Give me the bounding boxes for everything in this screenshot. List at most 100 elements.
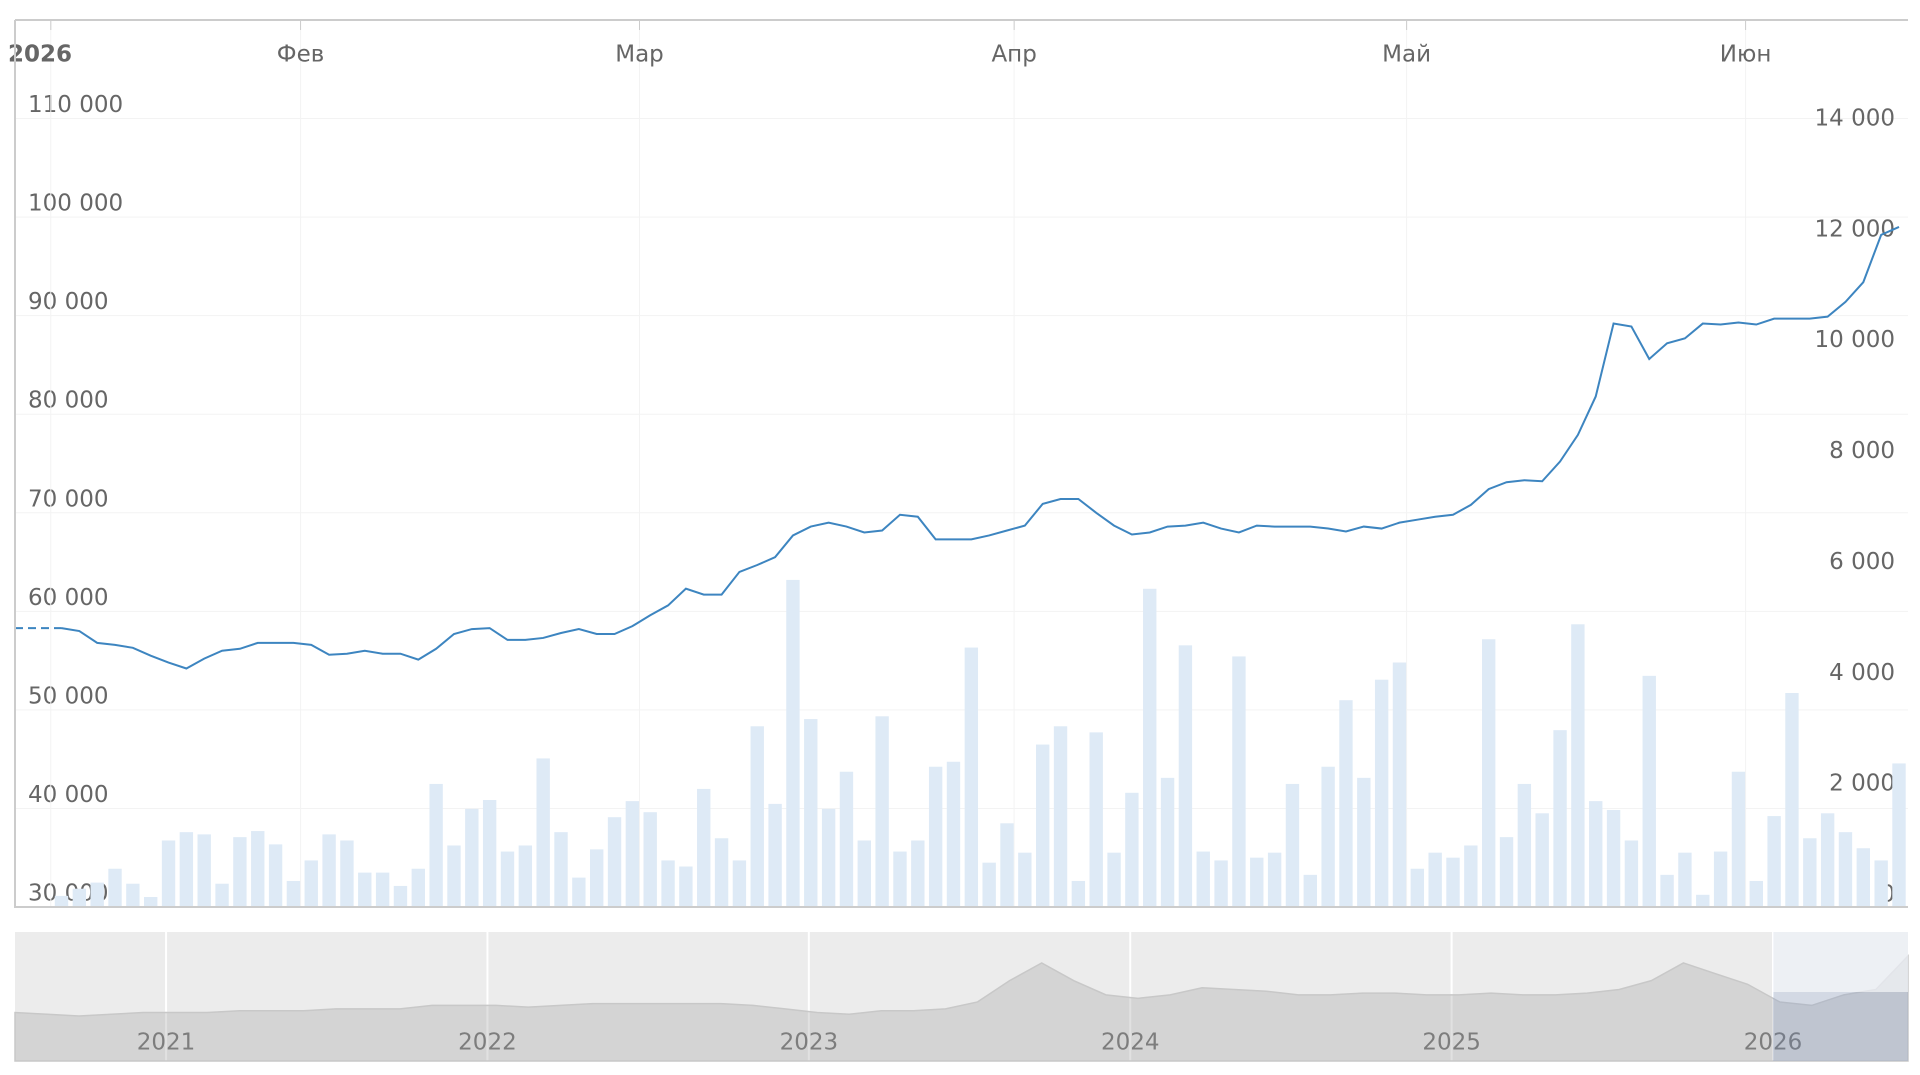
price-line (61, 226, 1900, 670)
y2-tick-label: 14 000 (1815, 105, 1895, 131)
volume-bar (108, 868, 122, 907)
volume-bar (1606, 809, 1621, 907)
volume-bar (1785, 693, 1799, 907)
volume-bar (1535, 813, 1549, 907)
volume-bar (1196, 851, 1210, 907)
volume-bar (857, 840, 871, 907)
volume-bar (536, 758, 550, 907)
y2-tick-label: 8 000 (1829, 438, 1895, 464)
volume-bar (1374, 679, 1389, 907)
x-tick-label: Июн (1720, 42, 1772, 68)
volume-bar (590, 849, 604, 907)
volume-bar (1143, 588, 1157, 907)
volume-bar (1018, 852, 1032, 907)
volume-bar (821, 808, 836, 907)
volume-bar (1160, 777, 1175, 907)
navigator-tick-label: 2026 (1744, 1030, 1803, 1056)
volume-bar (1392, 662, 1407, 907)
volume-bar (679, 866, 693, 907)
x-tick-label: Фев (277, 42, 325, 68)
navigator-selection-top (1773, 932, 1908, 992)
y-tick-label: 110 000 (28, 92, 123, 118)
volume-bar (1589, 801, 1603, 907)
volume-bar (215, 883, 229, 907)
volume-bar (1803, 838, 1817, 907)
volume-bar (286, 880, 301, 907)
y-tick-label: 50 000 (28, 683, 108, 709)
volume-bar (144, 897, 158, 907)
volume-bar (465, 808, 479, 907)
volume-bar (1499, 837, 1514, 907)
y2-tick-label: 12 000 (1815, 216, 1895, 242)
x-tick-label: Май (1382, 42, 1431, 68)
navigator-tick-label: 2021 (137, 1030, 196, 1056)
volume-bar (643, 812, 657, 907)
volume-bar (911, 840, 925, 907)
volume-bar (1035, 744, 1050, 907)
volume-bar (1339, 700, 1353, 907)
volume-bar (1571, 624, 1585, 907)
y2-tick-label: 10 000 (1815, 327, 1895, 353)
navigator-tick-label: 2023 (780, 1030, 839, 1056)
y-tick-label: 40 000 (28, 782, 108, 808)
volume-bar (447, 845, 461, 907)
volume-bar (72, 888, 87, 907)
volume-bar (1107, 852, 1121, 907)
volume-bar (1642, 675, 1656, 907)
volume-bar (697, 788, 711, 907)
volume-bar (1517, 783, 1532, 907)
navigator-tick-label: 2025 (1422, 1030, 1481, 1056)
volume-bar (268, 844, 283, 907)
volume-bar (482, 800, 497, 907)
volume-bar (1767, 816, 1781, 907)
y2-tick-label: 4 000 (1829, 660, 1895, 686)
volume-bar (1678, 852, 1692, 907)
volume-bar (1053, 726, 1068, 907)
volume-bar (358, 872, 372, 907)
volume-bar (1357, 777, 1371, 907)
volume-bar (1892, 763, 1906, 907)
volume-bar (839, 771, 854, 907)
navigator-background (15, 932, 1908, 1061)
volume-bar (875, 716, 889, 907)
volume-bar (982, 862, 996, 907)
volume-bar (1000, 823, 1014, 907)
volume-bar (411, 868, 425, 907)
volume-bar (928, 766, 943, 907)
y-tick-label: 80 000 (28, 388, 108, 414)
volume-bar (1731, 771, 1746, 907)
volume-bar (1321, 766, 1335, 907)
volume-bar (1089, 732, 1103, 907)
x-tick-label: Апр (991, 42, 1036, 68)
volume-bar (1232, 656, 1246, 907)
volume-bar (1838, 832, 1853, 907)
volume-bar (1856, 848, 1871, 907)
volume-bar (179, 832, 194, 907)
x-tick-label: 2026 (8, 42, 72, 68)
volume-bar (1713, 851, 1728, 907)
volume-bar (946, 761, 961, 907)
volume-bar (1303, 874, 1317, 907)
volume-bar (161, 840, 176, 907)
y-tick-label: 100 000 (28, 191, 123, 217)
volume-bar (90, 882, 104, 907)
volume-bar (1428, 852, 1442, 907)
volume-bar (964, 647, 979, 907)
y-tick-label: 90 000 (28, 289, 108, 315)
volume-bar (1749, 880, 1763, 907)
volume-bar (554, 832, 568, 907)
volume-bar (126, 883, 140, 907)
y2-tick-label: 2 000 (1829, 771, 1895, 797)
volume-bar (54, 895, 69, 907)
volume-bar (1820, 813, 1835, 907)
volume-bar (1696, 894, 1710, 907)
volume-bar (1553, 730, 1567, 907)
plot-frame (14, 19, 1908, 908)
navigator-tick-label: 2022 (458, 1030, 517, 1056)
volume-bar (1446, 857, 1460, 907)
volume-bar (429, 783, 443, 907)
y2-tick-label: 6 000 (1829, 549, 1895, 575)
navigator-tick-label: 2024 (1101, 1030, 1160, 1056)
